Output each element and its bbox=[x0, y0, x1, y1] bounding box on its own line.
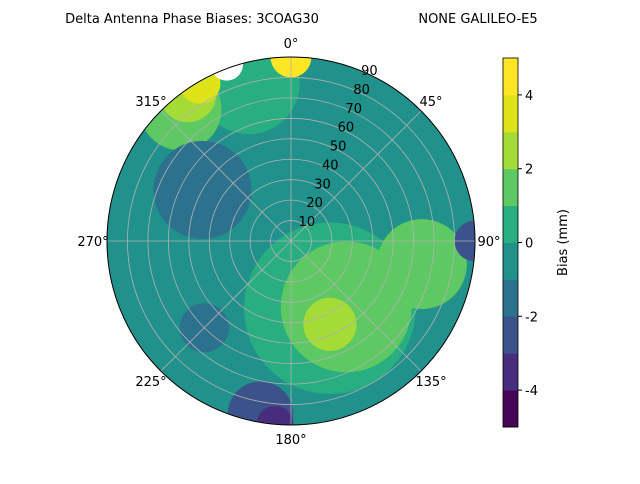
theta-tick-label: 315° bbox=[135, 95, 166, 110]
r-tick-label: 90 bbox=[361, 64, 378, 79]
theta-tick-label: 90° bbox=[477, 235, 500, 250]
r-tick-label: 70 bbox=[345, 102, 362, 117]
colorbar-tick-label: 4 bbox=[525, 89, 533, 104]
grid-spoke bbox=[290, 110, 422, 242]
r-tick-label: 40 bbox=[322, 158, 339, 173]
contour-patch bbox=[376, 219, 467, 310]
colorbar-label: Bias (mm) bbox=[556, 209, 571, 276]
theta-tick-label: 0° bbox=[284, 37, 299, 52]
grid-spoke bbox=[160, 110, 292, 242]
polar-frame bbox=[106, 56, 476, 426]
colorbar-tick-label: -2 bbox=[525, 310, 538, 325]
colorbar-band bbox=[503, 131, 518, 170]
colorbar-tick-label: -4 bbox=[525, 384, 538, 399]
contour-patch bbox=[179, 62, 221, 104]
colorbar-band bbox=[503, 353, 518, 391]
r-tick-label: 20 bbox=[306, 196, 323, 211]
grid-spoke bbox=[160, 240, 292, 372]
theta-tick-label: 180° bbox=[275, 433, 306, 448]
colorbar-tick-label: 0 bbox=[525, 237, 533, 252]
chart-title: Delta Antenna Phase Biases: 3COAG30 bbox=[65, 12, 319, 27]
r-tick-label: 80 bbox=[353, 83, 370, 98]
theta-tick-label: 135° bbox=[415, 375, 446, 390]
colorbar-band bbox=[503, 94, 518, 133]
contour-patch bbox=[303, 297, 357, 351]
r-tick-label: 30 bbox=[314, 177, 331, 192]
theta-tick-label: 270° bbox=[77, 235, 108, 250]
colorbar-tick-label: 2 bbox=[525, 163, 533, 178]
colorbar-band bbox=[503, 390, 518, 428]
colorbar-band bbox=[503, 205, 518, 243]
colorbar-band bbox=[503, 168, 518, 207]
grid-spoke bbox=[290, 240, 422, 372]
r-tick-label: 50 bbox=[330, 140, 347, 155]
chart-subtitle: NONE GALILEO-E5 bbox=[418, 12, 537, 27]
r-tick-label: 60 bbox=[338, 121, 355, 136]
colorbar-band bbox=[503, 279, 518, 317]
theta-tick-label: 45° bbox=[419, 95, 442, 110]
colorbar-band bbox=[503, 58, 518, 96]
r-tick-label: 10 bbox=[299, 215, 316, 230]
colorbar-band bbox=[503, 316, 518, 354]
theta-tick-label: 225° bbox=[135, 375, 166, 390]
colorbar-band bbox=[503, 242, 518, 280]
